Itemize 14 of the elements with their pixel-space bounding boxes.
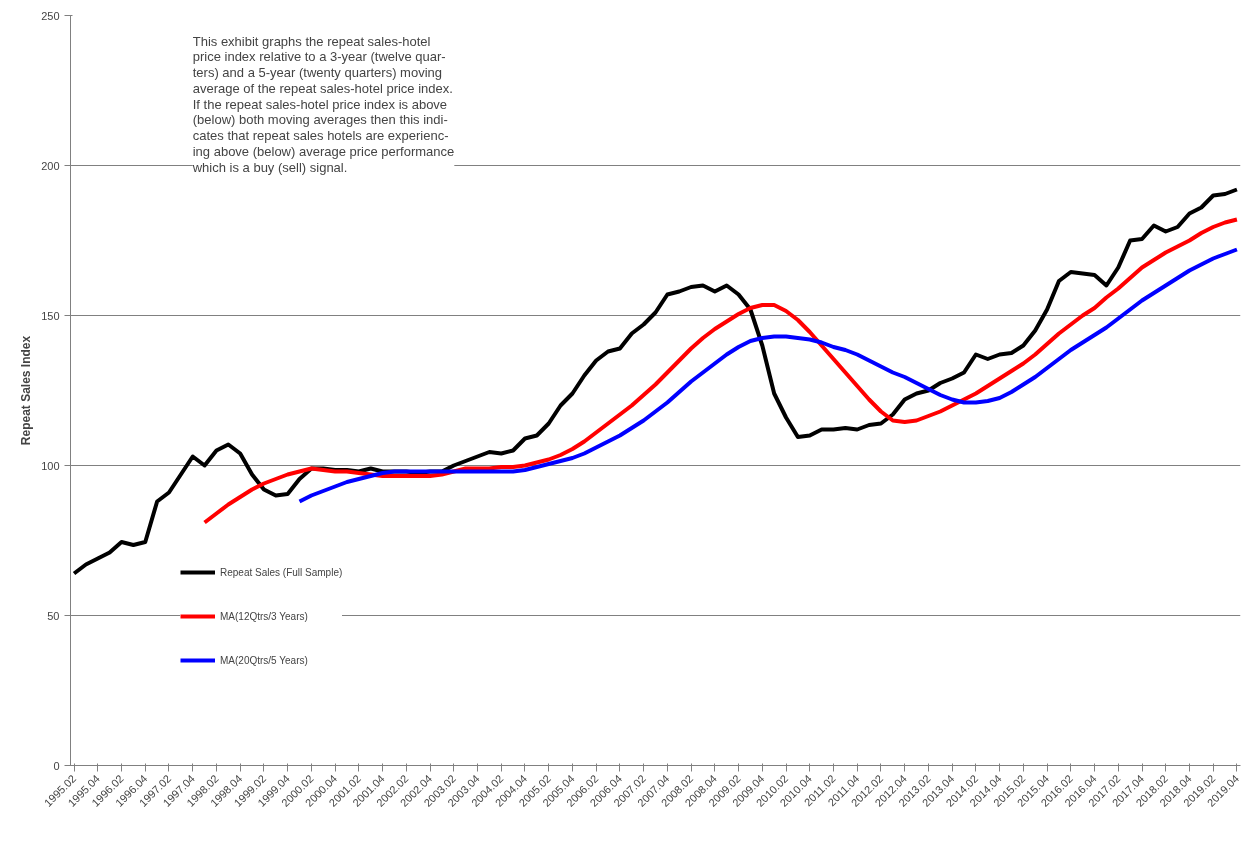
- y-tick-label: 150: [41, 309, 60, 322]
- y-tick-label: 100: [41, 459, 60, 472]
- line-series: [72, 187, 1239, 576]
- legend-label: MA(20Qtrs/5 Years): [220, 654, 308, 666]
- text: This exhibit graphs the repeat sales-hotel price index relative to a 3-year (twelve quar- ters) and a 5-year (twenty quarters) moving average of the repeat sales-hotel price index. If the repeat sales-hotel price index is above (below) both moving averages then this indi- cates that repeat sales hotels are experienc- ing above (below) average price performance which is a buy (sell) signal.: [192, 33, 455, 175]
- line-series: [297, 247, 1239, 504]
- y-tick-label: 0: [53, 759, 60, 772]
- y-tick-label: 250: [41, 9, 60, 22]
- y-tick-label: 50: [47, 609, 60, 622]
- line-series: [202, 217, 1239, 525]
- legend-label: MA(12Qtrs/3 Years): [220, 610, 308, 622]
- legend-label: Repeat Sales (Full Sample): [220, 566, 343, 578]
- y-tick-label: 200: [41, 159, 60, 172]
- y-axis-title: Repeat Sales Index: [19, 335, 34, 446]
